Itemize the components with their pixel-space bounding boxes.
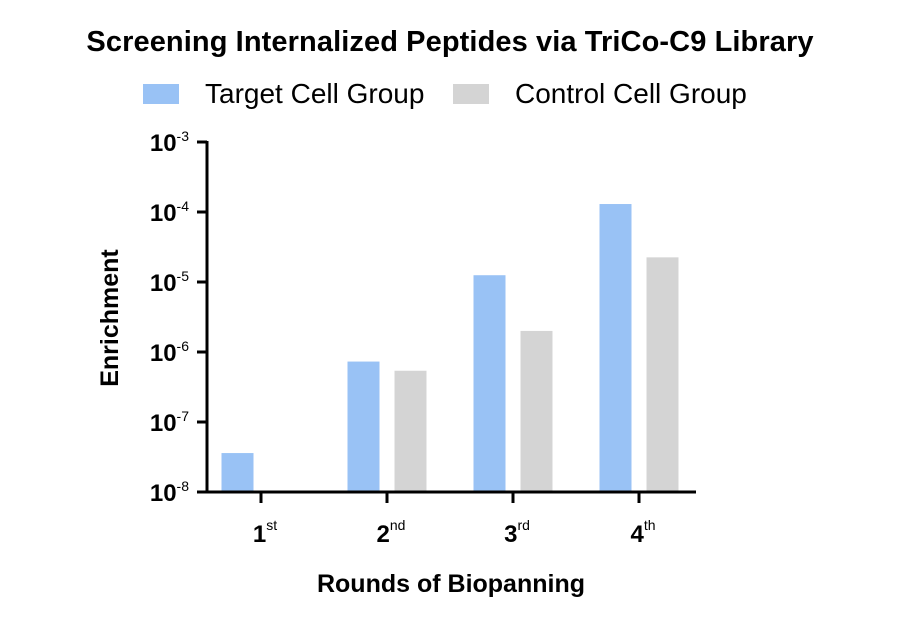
x-axis-title: Rounds of Biopanning: [317, 570, 585, 598]
legend-label-target: Target Cell Group: [205, 78, 425, 109]
legend-swatch-control: [453, 84, 489, 104]
legend-item-control: Control Cell Group: [453, 78, 747, 110]
y-tick-label: 10-7: [150, 408, 189, 437]
x-tick-label: 3rd: [504, 517, 530, 548]
bar-target-3: [473, 275, 506, 492]
bar-target-4: [599, 204, 632, 492]
bar-control-2: [394, 370, 427, 492]
x-tick-label: 4th: [630, 517, 655, 548]
y-tick-label: 10-8: [150, 478, 189, 507]
x-tick-label: 1st: [253, 517, 277, 548]
legend-label-control: Control Cell Group: [515, 78, 747, 109]
bar-target-1: [221, 453, 254, 492]
bars-layer: [221, 204, 679, 492]
y-axis-title: Enrichment: [96, 249, 124, 387]
y-tick-label: 10-4: [150, 198, 189, 227]
y-tick-label: 10-6: [150, 338, 189, 367]
bar-control-3: [520, 330, 553, 492]
axes-layer: 10-8 10-7 10-6 10-5 10-4 10-3 1st 2nd 3rd 4th: [150, 128, 696, 548]
y-tick-label: 10-3: [150, 128, 189, 157]
x-tick-label: 2nd: [377, 517, 406, 548]
legend-swatch-target: [143, 84, 179, 104]
chart-title: Screening Internalized Peptides via TriC…: [86, 26, 814, 58]
bar-control-4: [646, 257, 679, 492]
y-tick-label: 10-5: [150, 268, 189, 297]
bar-target-2: [347, 361, 380, 492]
legend-item-target: Target Cell Group: [143, 78, 424, 110]
